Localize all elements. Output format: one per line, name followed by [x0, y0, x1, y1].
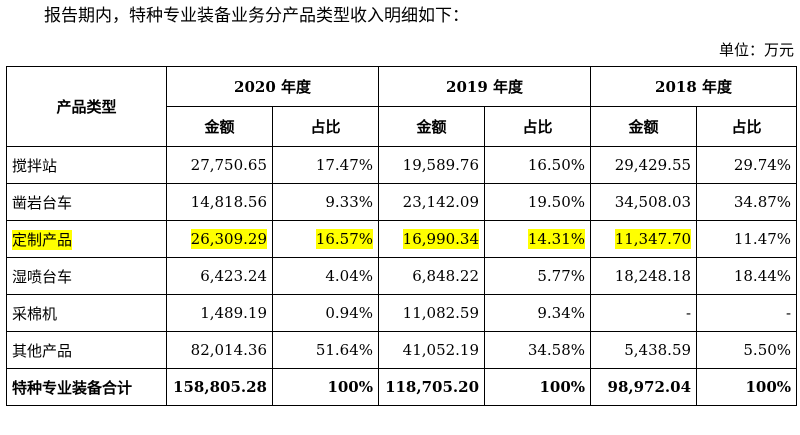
- amount-cell: 18,248.18: [590, 257, 698, 295]
- amount-cell: -: [590, 294, 698, 332]
- amount-cell: 19,589.76: [378, 146, 486, 184]
- ratio-cell: 16.57%: [271, 220, 380, 258]
- total-ratio-cell: 100%: [484, 368, 592, 406]
- amount-cell: 27,750.65: [166, 146, 273, 184]
- total-ratio-cell: 100%: [271, 368, 380, 406]
- amount-cell: 11,082.59: [378, 294, 486, 332]
- amount-header: 金额: [590, 106, 698, 147]
- total-amount-cell: 98,972.04: [590, 368, 698, 406]
- amount-cell: 1,489.19: [166, 294, 273, 332]
- amount-cell: 5,438.59: [590, 331, 698, 369]
- ratio-cell: 11.47%: [696, 220, 798, 258]
- amount-header: 金额: [378, 106, 486, 147]
- year-header-2018: 2018 年度: [590, 66, 798, 107]
- ratio-cell: 0.94%: [271, 294, 380, 332]
- amount-cell: 6,423.24: [166, 257, 273, 295]
- unit-label: 单位：万元: [718, 41, 794, 59]
- ratio-cell: 18.44%: [696, 257, 798, 295]
- product-name: 其他产品: [6, 331, 167, 369]
- ratio-header: 占比: [271, 106, 380, 147]
- table-row: 采棉机 1,489.19 0.94% 11,082.59 9.34% - -: [6, 294, 798, 332]
- table-row: 其他产品 82,014.36 51.64% 41,052.19 34.58% 5…: [6, 331, 798, 369]
- ratio-cell: 14.31%: [484, 220, 592, 258]
- total-row: 特种专业装备合计 158,805.28 100% 118,705.20 100%…: [6, 368, 798, 406]
- row-header: 产品类型: [6, 66, 167, 147]
- total-label: 特种专业装备合计: [6, 368, 167, 406]
- product-name: 定制产品: [6, 220, 167, 258]
- amount-cell: 16,990.34: [378, 220, 486, 258]
- ratio-cell: 29.74%: [696, 146, 798, 184]
- amount-cell: 6,848.22: [378, 257, 486, 295]
- ratio-cell: -: [696, 294, 798, 332]
- amount-cell: 41,052.19: [378, 331, 486, 369]
- highlight-mark: 26,309.29: [190, 229, 267, 249]
- amount-header: 金额: [166, 106, 273, 147]
- ratio-cell: 16.50%: [484, 146, 592, 184]
- product-name: 湿喷台车: [6, 257, 167, 295]
- ratio-cell: 17.47%: [271, 146, 380, 184]
- amount-cell: 82,014.36: [166, 331, 273, 369]
- year-header-2020: 2020 年度: [165, 66, 380, 107]
- highlight-mark: 11,347.70: [614, 229, 692, 249]
- highlight-mark: 14.31%: [527, 229, 586, 249]
- intro-text: 报告期内，特种专业装备业务分产品类型收入明细如下：: [44, 6, 469, 26]
- product-name: 凿岩台车: [6, 183, 167, 221]
- table-row: 湿喷台车 6,423.24 4.04% 6,848.22 5.77% 18,24…: [6, 257, 798, 295]
- product-name: 搅拌站: [6, 146, 167, 184]
- amount-cell: 34,508.03: [590, 183, 698, 221]
- ratio-cell: 4.04%: [271, 257, 380, 295]
- amount-cell: 23,142.09: [378, 183, 486, 221]
- highlight-mark: 16.57%: [315, 229, 374, 249]
- amount-cell: 11,347.70: [590, 220, 698, 258]
- amount-cell: 14,818.56: [166, 183, 273, 221]
- highlight-mark: 16,990.34: [402, 229, 480, 249]
- ratio-header: 占比: [484, 106, 592, 147]
- amount-cell: 26,309.29: [166, 220, 273, 258]
- ratio-header: 占比: [696, 106, 798, 147]
- total-amount-cell: 158,805.28: [166, 368, 273, 406]
- table-row-highlighted: 定制产品 26,309.29 16.57% 16,990.34 14.31% 1…: [6, 220, 798, 258]
- product-name: 采棉机: [6, 294, 167, 332]
- amount-cell: 29,429.55: [590, 146, 698, 184]
- table-row: 凿岩台车 14,818.56 9.33% 23,142.09 19.50% 34…: [6, 183, 798, 221]
- ratio-cell: 9.33%: [271, 183, 380, 221]
- ratio-cell: 34.58%: [484, 331, 592, 369]
- revenue-table: 产品类型 2020 年度 2019 年度 2018 年度 金额 占比 金额 占比…: [6, 66, 798, 406]
- year-header-2019: 2019 年度: [378, 66, 592, 107]
- ratio-cell: 9.34%: [484, 294, 592, 332]
- highlight-mark: 定制产品: [12, 229, 73, 250]
- total-ratio-cell: 100%: [696, 368, 798, 406]
- ratio-cell: 5.77%: [484, 257, 592, 295]
- ratio-cell: 5.50%: [696, 331, 798, 369]
- total-amount-cell: 118,705.20: [378, 368, 486, 406]
- table-row: 搅拌站 27,750.65 17.47% 19,589.76 16.50% 29…: [6, 146, 798, 184]
- ratio-cell: 19.50%: [484, 183, 592, 221]
- ratio-cell: 34.87%: [696, 183, 798, 221]
- ratio-cell: 51.64%: [271, 331, 380, 369]
